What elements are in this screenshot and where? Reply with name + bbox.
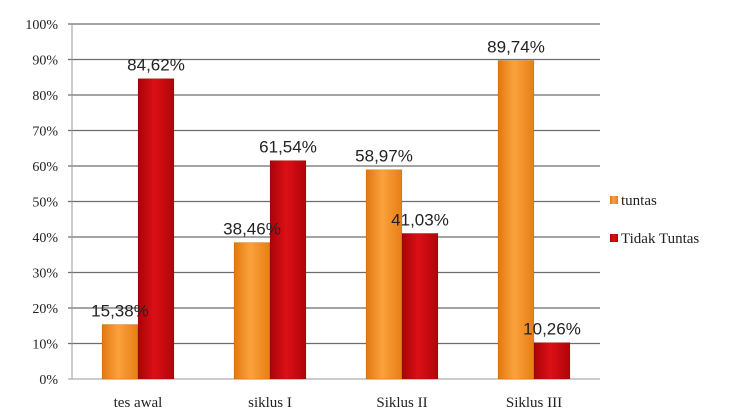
y-tick-label: 20% (32, 302, 58, 317)
data-label: 41,03% (391, 210, 449, 229)
data-label: 15,38% (91, 301, 149, 320)
bar-tidak-tuntas (269, 160, 307, 380)
y-tick-label: 100% (25, 18, 58, 33)
y-tick-label: 40% (32, 231, 58, 246)
x-category-label: siklus I (248, 395, 292, 410)
y-tick-label: 50% (32, 196, 58, 211)
legend-label: tuntas (621, 193, 657, 209)
data-label: 61,54% (259, 138, 317, 157)
x-axis-categories: tes awal siklus I Siklus II Siklus III (114, 395, 562, 410)
x-category-label: Siklus II (376, 395, 427, 410)
y-tick-label: 60% (32, 160, 58, 175)
x-category-label: Siklus III (506, 395, 562, 410)
legend: tuntas Tidak Tuntas (610, 193, 699, 247)
y-tick-label: 0% (39, 373, 58, 388)
bar-tidak-tuntas (533, 342, 571, 380)
bar-tuntas (233, 242, 271, 380)
y-tick-label: 10% (32, 338, 58, 353)
y-axis-ticks: 0% 10% 20% 30% 40% 50% 60% 70% 80% 90% 100% (25, 18, 58, 388)
legend-label: Tidak Tuntas (621, 231, 699, 247)
data-label: 84,62% (127, 56, 185, 75)
data-label: 89,74% (487, 37, 545, 56)
bars (101, 60, 571, 380)
data-labels: 15,38% 84,62% 38,46% 61,54% 58,97% 41,03% 89,7… (91, 37, 581, 338)
data-label: 10,26% (523, 320, 581, 339)
data-label: 38,46% (223, 219, 281, 238)
bar-tuntas (497, 60, 535, 380)
bar-tidak-tuntas (137, 78, 175, 380)
x-category-label: tes awal (114, 395, 163, 410)
data-label: 58,97% (355, 147, 413, 166)
y-tick-label: 80% (32, 89, 58, 104)
y-tick-label: 70% (32, 125, 58, 140)
bar-tuntas (101, 324, 139, 380)
legend-swatch (610, 196, 618, 204)
legend-swatch (610, 234, 618, 242)
y-tick-label: 30% (32, 267, 58, 282)
y-tick-label: 90% (32, 54, 58, 69)
bar-tuntas (365, 169, 403, 380)
bar-tidak-tuntas (401, 233, 439, 380)
